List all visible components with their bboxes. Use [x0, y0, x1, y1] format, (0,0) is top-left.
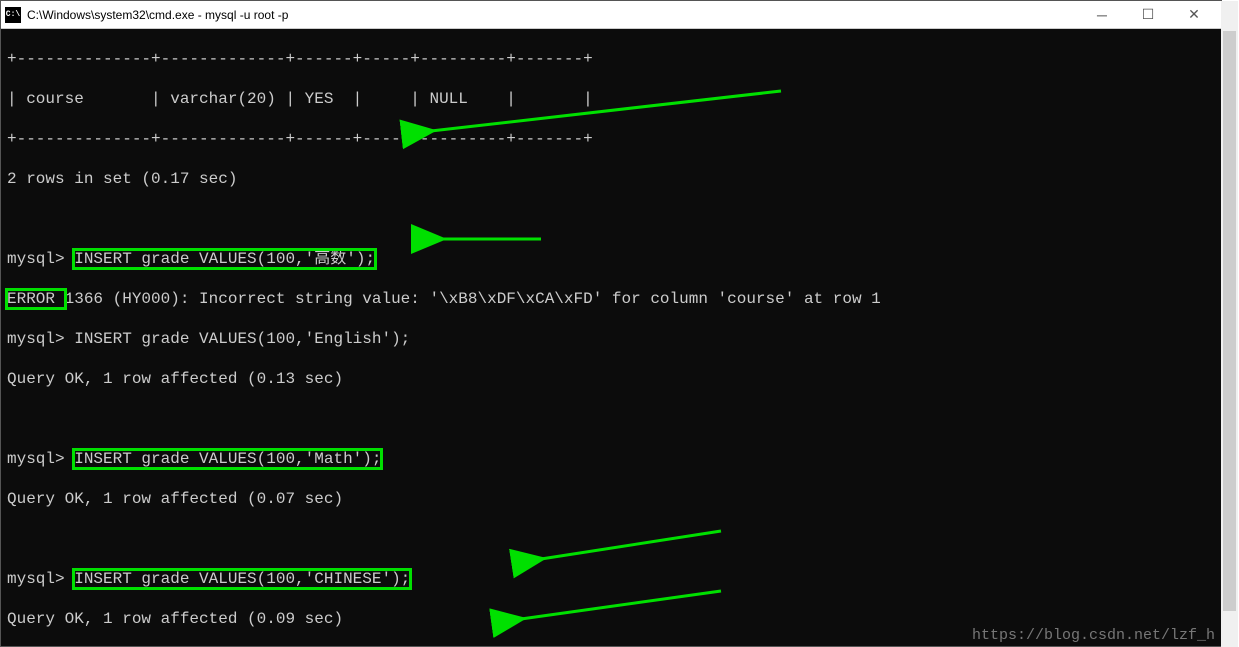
cmd-icon: C:\ — [5, 7, 21, 23]
blank — [7, 209, 1215, 229]
blank — [7, 529, 1215, 549]
error-line: ERROR 1366 (HY000): Incorrect string val… — [7, 289, 1215, 309]
result-line: Query OK, 1 row affected (0.09 sec) — [7, 609, 1215, 629]
result-line: Query OK, 1 row affected (0.07 sec) — [7, 489, 1215, 509]
sql-insert-highlight: INSERT grade VALUES(100,'CHINESE'); — [74, 570, 410, 588]
watermark: https://blog.csdn.net/lzf_h — [972, 627, 1215, 644]
rows-in-set: 2 rows in set (0.17 sec) — [7, 169, 1215, 189]
scrollbar-thumb[interactable] — [1223, 31, 1236, 611]
error-highlight: ERROR — [7, 290, 65, 308]
cmd-window: C:\ C:\Windows\system32\cmd.exe - mysql … — [0, 0, 1222, 647]
cmd-line: mysql> INSERT grade VALUES(100,'Math'); — [7, 449, 1215, 469]
table-row: | course | varchar(20) | YES | | NULL | … — [7, 89, 1215, 109]
sql-insert-highlight: INSERT grade VALUES(100,'Math'); — [74, 450, 381, 468]
table-sep: +--------------+-------------+------+---… — [7, 129, 1215, 149]
sql-insert-highlight: INSERT grade VALUES(100,'高数'); — [74, 250, 375, 268]
result-line: Query OK, 1 row affected (0.13 sec) — [7, 369, 1215, 389]
scrollbar[interactable] — [1221, 1, 1238, 647]
cmd-line: mysql> INSERT grade VALUES(100,'高数'); — [7, 249, 1215, 269]
close-button[interactable]: ✕ — [1171, 1, 1217, 29]
window-title: C:\Windows\system32\cmd.exe - mysql -u r… — [27, 8, 1079, 22]
maximize-button[interactable]: ☐ — [1125, 1, 1171, 29]
cmd-line: mysql> INSERT grade VALUES(100,'English'… — [7, 329, 1215, 349]
terminal-output[interactable]: +--------------+-------------+------+---… — [1, 29, 1221, 647]
cmd-line: mysql> INSERT grade VALUES(100,'CHINESE'… — [7, 569, 1215, 589]
table-sep: +--------------+-------------+------+---… — [7, 49, 1215, 69]
minimize-button[interactable]: ─ — [1079, 1, 1125, 29]
titlebar[interactable]: C:\ C:\Windows\system32\cmd.exe - mysql … — [1, 1, 1221, 29]
blank — [7, 409, 1215, 429]
